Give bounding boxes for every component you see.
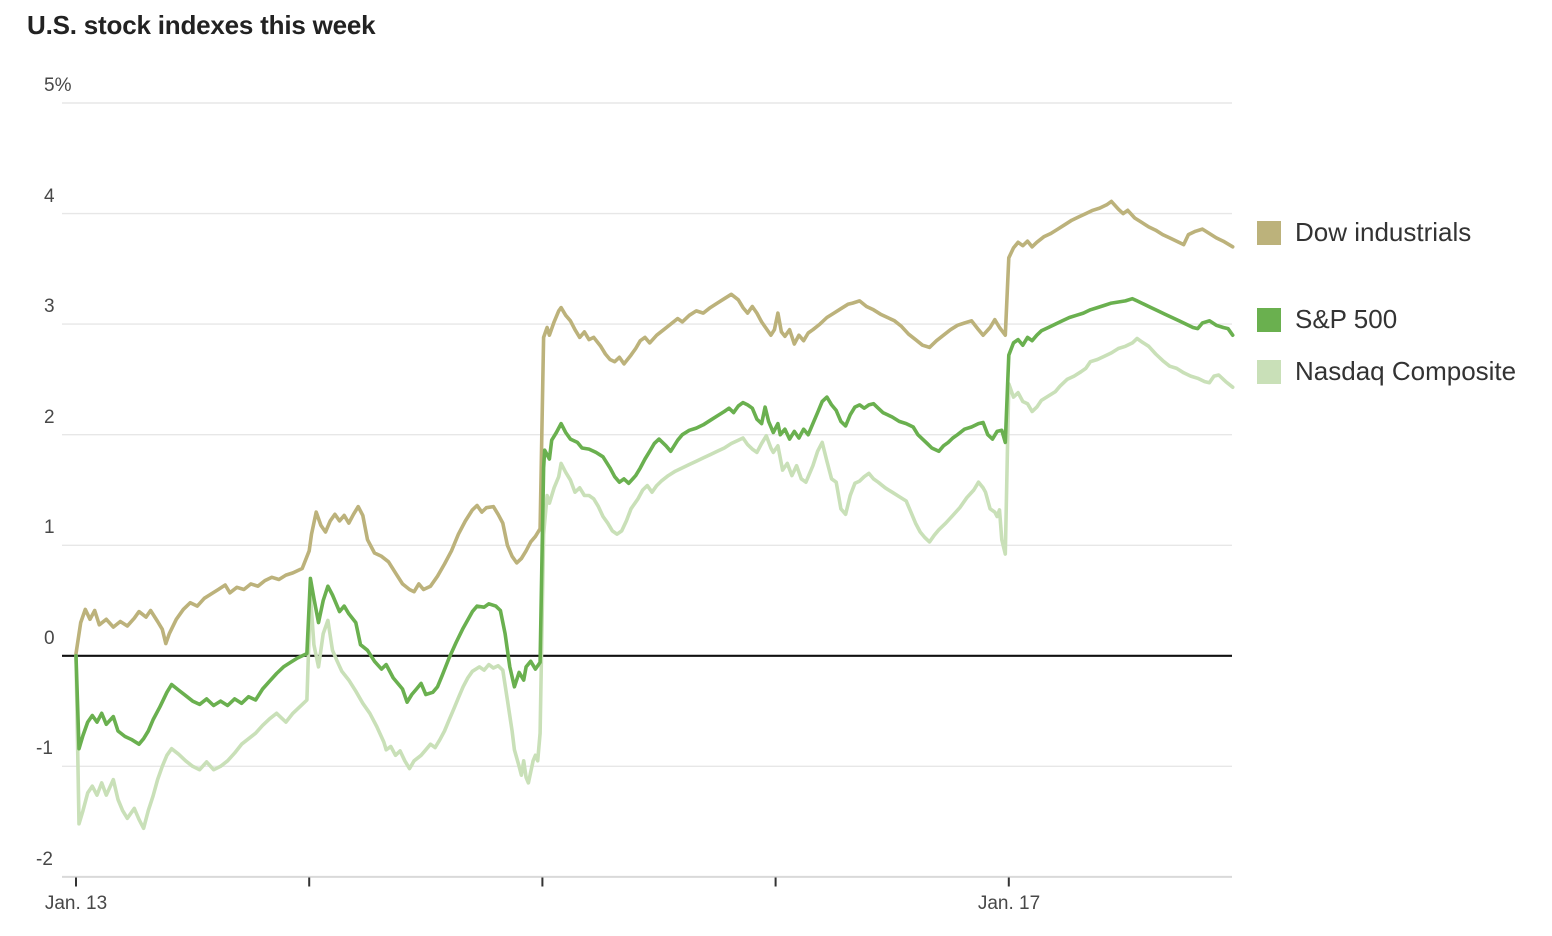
sp500-swatch-icon [1257,307,1281,332]
x-axis-label: Jan. 17 [977,893,1041,914]
x-axis-label: Jan. 13 [44,893,108,914]
series-line-s-p-500 [74,296,1235,751]
legend-label-nasdaq-composite: Nasdaq Composite [1295,356,1517,386]
legend-item-dow-industrials: Dow industrials [1257,217,1471,248]
legend-item-nasdaq-composite: Nasdaq Composite [1257,356,1516,387]
series-line-dow-industrials [74,199,1235,656]
legend-label-sp500: S&P 500 [1295,304,1398,334]
y-axis-label: -2 [36,849,53,870]
y-axis-label: 2 [44,407,55,428]
nasdaq-composite-swatch-icon [1257,359,1281,384]
y-axis-label: 0 [44,628,55,649]
legend-label-dow-industrials: Dow industrials [1295,217,1472,247]
y-axis-label: 4 [44,186,55,207]
chart-title: U.S. stock indexes this week [27,10,376,40]
y-axis-label: -1 [36,738,53,759]
legend-item-sp500: S&P 500 [1257,304,1397,335]
y-axis-label: 1 [44,517,55,538]
dow-industrials-swatch-icon [1257,220,1281,245]
y-axis-label: 3 [44,296,55,317]
y-axis-label: 5% [44,75,72,96]
